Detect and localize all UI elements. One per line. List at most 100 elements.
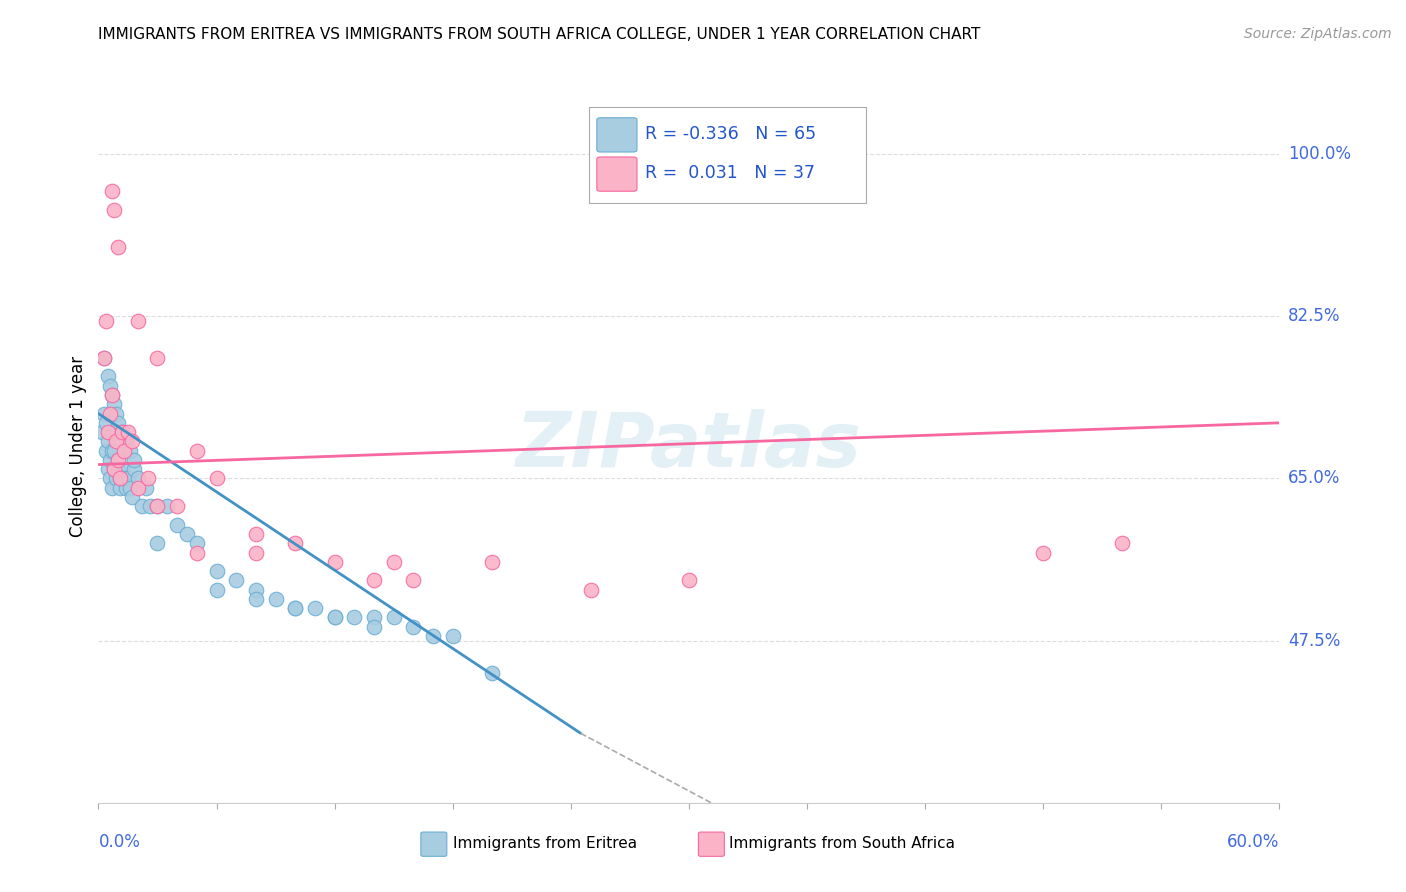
Point — [146, 536, 169, 550]
Point — [146, 500, 169, 514]
Point — [97, 369, 120, 384]
Point — [107, 240, 129, 254]
Point — [117, 425, 139, 439]
Point — [121, 490, 143, 504]
Point — [284, 601, 307, 615]
Point — [101, 388, 124, 402]
Point — [103, 443, 125, 458]
Point — [343, 610, 366, 624]
Text: 0.0%: 0.0% — [98, 833, 141, 851]
Text: 60.0%: 60.0% — [1227, 833, 1279, 851]
Point — [115, 434, 138, 449]
Point — [103, 462, 125, 476]
Y-axis label: College, Under 1 year: College, Under 1 year — [69, 355, 87, 537]
Point — [678, 574, 700, 588]
Point — [118, 481, 141, 495]
Point — [205, 471, 228, 485]
Point — [138, 500, 160, 514]
Point — [115, 481, 138, 495]
Point — [146, 500, 169, 514]
Point — [122, 462, 145, 476]
Point — [1111, 536, 1133, 550]
Point — [136, 471, 159, 485]
Point — [284, 601, 307, 615]
Point — [186, 545, 208, 559]
Point — [91, 425, 114, 439]
Point — [103, 397, 125, 411]
Point — [127, 481, 149, 495]
Point — [481, 666, 503, 681]
Point — [186, 536, 208, 550]
Point — [1032, 545, 1054, 559]
Point — [97, 434, 120, 449]
Point — [97, 462, 120, 476]
Point — [323, 610, 346, 624]
Point — [112, 443, 135, 458]
Point — [323, 610, 346, 624]
Point — [481, 555, 503, 569]
Point — [117, 471, 139, 485]
Point — [166, 517, 188, 532]
Point — [146, 351, 169, 365]
Point — [363, 574, 385, 588]
Point — [205, 564, 228, 578]
Point — [108, 481, 131, 495]
Point — [93, 351, 115, 365]
Point — [98, 453, 121, 467]
Text: R = -0.336   N = 65: R = -0.336 N = 65 — [645, 125, 817, 143]
Point — [323, 555, 346, 569]
Text: Immigrants from Eritrea: Immigrants from Eritrea — [453, 836, 637, 851]
Text: 82.5%: 82.5% — [1288, 307, 1340, 326]
FancyBboxPatch shape — [420, 832, 447, 856]
Text: ZIPatlas: ZIPatlas — [516, 409, 862, 483]
Point — [101, 388, 124, 402]
Text: IMMIGRANTS FROM ERITREA VS IMMIGRANTS FROM SOUTH AFRICA COLLEGE, UNDER 1 YEAR CO: IMMIGRANTS FROM ERITREA VS IMMIGRANTS FR… — [98, 27, 981, 42]
Point — [105, 425, 128, 439]
Point — [101, 443, 124, 458]
Point — [108, 471, 131, 485]
Text: R =  0.031   N = 37: R = 0.031 N = 37 — [645, 164, 815, 182]
FancyBboxPatch shape — [699, 832, 724, 856]
Point — [205, 582, 228, 597]
Point — [122, 453, 145, 467]
Point — [363, 620, 385, 634]
Point — [93, 351, 115, 365]
Point — [96, 443, 118, 458]
Point — [97, 425, 120, 439]
Point — [107, 416, 129, 430]
Point — [118, 443, 141, 458]
Point — [135, 481, 157, 495]
Point — [112, 471, 135, 485]
Point — [108, 471, 131, 485]
Point — [98, 407, 121, 421]
Point — [93, 407, 115, 421]
Text: 65.0%: 65.0% — [1288, 469, 1340, 487]
FancyBboxPatch shape — [589, 107, 866, 203]
Point — [264, 591, 287, 606]
Point — [422, 629, 444, 643]
Point — [402, 574, 425, 588]
Point — [127, 314, 149, 328]
Point — [382, 555, 405, 569]
Point — [105, 434, 128, 449]
FancyBboxPatch shape — [596, 157, 637, 191]
Point — [121, 434, 143, 449]
FancyBboxPatch shape — [596, 118, 637, 152]
Text: 100.0%: 100.0% — [1288, 145, 1351, 163]
Text: 47.5%: 47.5% — [1288, 632, 1340, 649]
Point — [96, 314, 118, 328]
Point — [225, 574, 247, 588]
Point — [284, 536, 307, 550]
Point — [176, 527, 198, 541]
Point — [103, 202, 125, 217]
Point — [245, 545, 267, 559]
Point — [105, 407, 128, 421]
Point — [111, 425, 134, 439]
Point — [579, 582, 602, 597]
Point — [107, 453, 129, 467]
Text: Source: ZipAtlas.com: Source: ZipAtlas.com — [1244, 27, 1392, 41]
Point — [105, 471, 128, 485]
Point — [111, 462, 134, 476]
Point — [304, 601, 326, 615]
Point — [441, 629, 464, 643]
